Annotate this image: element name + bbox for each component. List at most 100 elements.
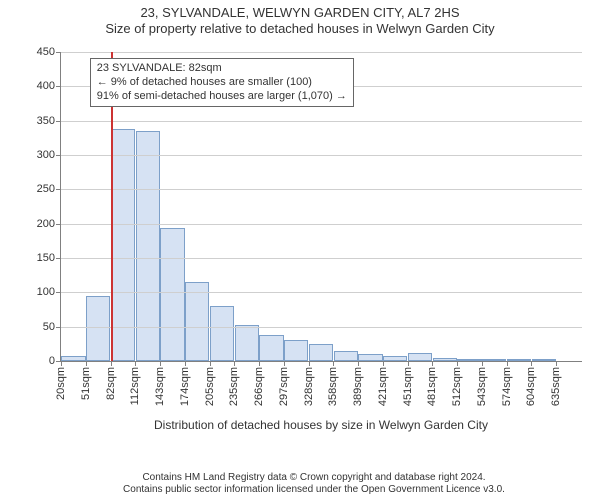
histogram-bar: [185, 282, 209, 361]
y-tick: [56, 86, 61, 87]
x-tick-label: 543sqm: [476, 367, 488, 406]
grid-line: [61, 121, 582, 122]
x-tick-label: 389sqm: [352, 367, 364, 406]
x-tick: [111, 361, 112, 366]
annotation-line: 23 SYLVANDALE: 82sqm: [97, 62, 347, 76]
x-tick: [86, 361, 87, 366]
histogram-bar: [235, 325, 259, 361]
y-tick: [56, 224, 61, 225]
y-tick: [56, 155, 61, 156]
x-tick-label: 635sqm: [550, 367, 562, 406]
histogram-bar: [532, 359, 556, 361]
grid-line: [61, 155, 582, 156]
chart-container: 23, SYLVANDALE, WELWYN GARDEN CITY, AL7 …: [0, 0, 600, 500]
y-tick-label: 50: [43, 321, 55, 333]
x-tick: [432, 361, 433, 366]
histogram-bar: [86, 296, 110, 361]
plot-area: 05010015020025030035040045020sqm51sqm82s…: [60, 52, 582, 362]
y-tick-label: 400: [37, 80, 55, 92]
x-tick-label: 297sqm: [278, 367, 290, 406]
grid-line: [61, 189, 582, 190]
x-tick: [259, 361, 260, 366]
x-tick-label: 235sqm: [228, 367, 240, 406]
histogram-bar: [284, 340, 308, 361]
x-tick: [383, 361, 384, 366]
y-tick-label: 0: [49, 355, 55, 367]
x-tick: [185, 361, 186, 366]
footer-line-2: Contains public sector information licen…: [28, 484, 600, 496]
histogram-bar: [507, 359, 531, 361]
chart-title-sub: Size of property relative to detached ho…: [0, 20, 600, 36]
x-tick: [234, 361, 235, 366]
x-tick: [135, 361, 136, 366]
x-tick: [210, 361, 211, 366]
footer-line-1: Contains HM Land Registry data © Crown c…: [28, 472, 600, 484]
y-tick-label: 250: [37, 183, 55, 195]
x-tick: [531, 361, 532, 366]
grid-line: [61, 224, 582, 225]
y-tick-label: 150: [37, 252, 55, 264]
x-tick: [457, 361, 458, 366]
histogram-bar: [358, 354, 382, 361]
y-tick-label: 100: [37, 286, 55, 298]
x-tick-label: 481sqm: [426, 367, 438, 406]
x-tick-label: 328sqm: [303, 367, 315, 406]
x-tick-label: 512sqm: [451, 367, 463, 406]
histogram-bar: [334, 351, 358, 361]
y-tick: [56, 292, 61, 293]
x-tick-label: 82sqm: [105, 367, 117, 400]
histogram-bar: [160, 228, 184, 361]
y-tick-label: 350: [37, 115, 55, 127]
x-tick: [556, 361, 557, 366]
x-tick-label: 112sqm: [129, 367, 141, 405]
histogram-bar: [482, 359, 506, 361]
chart-title-main: 23, SYLVANDALE, WELWYN GARDEN CITY, AL7 …: [0, 0, 600, 20]
x-tick: [482, 361, 483, 366]
histogram-bar: [383, 356, 407, 361]
x-tick-label: 143sqm: [154, 367, 166, 406]
y-tick-label: 450: [37, 46, 55, 58]
y-tick: [56, 189, 61, 190]
chart-area: Number of detached properties 0501001502…: [0, 44, 600, 434]
x-tick-label: 421sqm: [377, 367, 389, 406]
x-tick-label: 205sqm: [204, 367, 216, 406]
x-tick: [408, 361, 409, 366]
x-tick-label: 604sqm: [525, 367, 537, 406]
x-axis-label: Distribution of detached houses by size …: [60, 418, 582, 432]
histogram-bar: [210, 306, 234, 361]
x-tick: [160, 361, 161, 366]
annotation-line: 91% of semi-detached houses are larger (…: [97, 90, 347, 104]
license-footer: Contains HM Land Registry data © Crown c…: [28, 472, 600, 496]
y-tick: [56, 258, 61, 259]
y-tick-label: 200: [37, 218, 55, 230]
grid-line: [61, 52, 582, 53]
x-tick: [358, 361, 359, 366]
histogram-bar: [457, 359, 481, 361]
x-tick: [284, 361, 285, 366]
x-tick: [309, 361, 310, 366]
x-tick-label: 174sqm: [179, 367, 191, 406]
histogram-bar: [259, 335, 283, 361]
x-tick-label: 20sqm: [55, 367, 67, 400]
y-tick: [56, 327, 61, 328]
histogram-bar: [61, 356, 85, 361]
y-tick: [56, 121, 61, 122]
x-tick-label: 574sqm: [501, 367, 513, 406]
x-tick: [333, 361, 334, 366]
x-tick: [61, 361, 62, 366]
y-tick: [56, 52, 61, 53]
histogram-bar: [433, 358, 457, 361]
grid-line: [61, 258, 582, 259]
annotation-line: ← 9% of detached houses are smaller (100…: [97, 76, 347, 90]
x-tick-label: 451sqm: [402, 367, 414, 406]
histogram-bar: [309, 344, 333, 361]
histogram-bar: [408, 353, 432, 361]
y-tick-label: 300: [37, 149, 55, 161]
grid-line: [61, 292, 582, 293]
x-tick-label: 51sqm: [80, 367, 92, 400]
x-tick-label: 358sqm: [327, 367, 339, 406]
grid-line: [61, 327, 582, 328]
x-tick-label: 266sqm: [253, 367, 265, 406]
x-tick: [507, 361, 508, 366]
annotation-box: 23 SYLVANDALE: 82sqm← 9% of detached hou…: [90, 58, 354, 107]
